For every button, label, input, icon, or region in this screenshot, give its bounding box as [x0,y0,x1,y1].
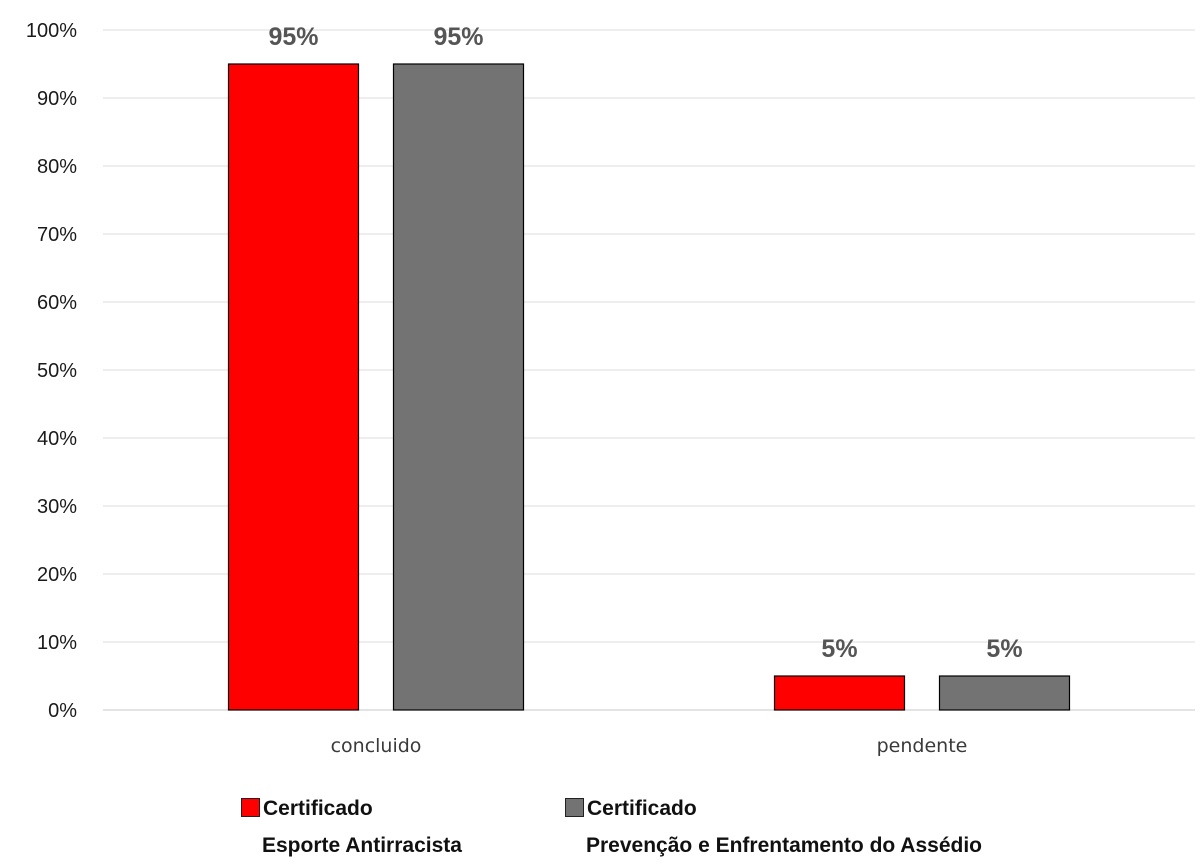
y-tick-label: 20% [37,564,77,586]
legend-label-line2: Esporte Antirracista [262,834,462,857]
y-tick-label: 70% [37,224,77,246]
x-axis: concluido pendente [331,735,968,757]
legend-swatch-red [241,798,260,817]
y-tick-label: 40% [37,428,77,450]
x-tick-label: concluido [331,735,422,757]
y-tick-label: 0% [48,700,77,722]
data-label: 5% [986,635,1022,663]
legend-label-line1: Certificado [587,797,697,820]
y-tick-label: 10% [37,632,77,654]
data-label: 95% [433,23,483,51]
legend-label-line2: Prevenção e Enfrentamento do Assédio [586,834,982,857]
data-label: 95% [268,23,318,51]
bar-concluido-series-2 [392,63,525,711]
bar-chart: 0%10%20%30%40%50%60%70%80%90%100% 95% 95%… [26,20,1195,757]
x-tick-label: pendente [877,735,968,757]
bar-concluido-series-1 [227,63,360,711]
y-tick-label: 60% [37,292,77,314]
y-tick-label: 30% [37,496,77,518]
y-tick-label: 100% [26,20,77,42]
y-axis: 0% 10% 20% 30% 40% 50% 60% 70% 80% 90% 100% [26,20,77,722]
legend-item-esporte-antirracista: Certificado Esporte Antirracista [241,790,462,864]
legend-item-prevencao-assedio: Certificado Prevenção e Enfrentamento do… [565,790,982,864]
legend-label-line1: Certificado [263,797,373,820]
bar-pendente-series-2 [938,675,1071,711]
y-tick-label: 80% [37,156,77,178]
bars: 95% 95% 5% 5% [227,23,1071,711]
legend-swatch-gray [565,798,584,817]
y-tick-label: 50% [37,360,77,382]
data-label: 5% [821,635,857,663]
bar-pendente-series-1 [773,675,906,711]
y-tick-label: 90% [37,88,77,110]
